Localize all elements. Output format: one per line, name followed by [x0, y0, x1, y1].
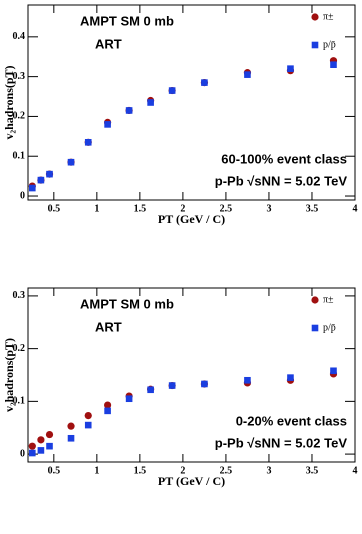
x-tick-label: 3.5 [306, 203, 319, 214]
x-tick-label: 2.5 [220, 465, 233, 476]
x-tick-label: 0.5 [48, 203, 61, 214]
y-tick-label: 0.1 [13, 151, 26, 162]
marker [37, 176, 45, 184]
marker [287, 374, 294, 381]
y-tick-label: 0.3 [13, 71, 26, 82]
x-tick-label: 2 [180, 203, 185, 214]
marker [103, 401, 112, 409]
marker [84, 421, 92, 429]
marker [84, 412, 92, 420]
x-tick-label: 4 [353, 465, 358, 476]
legend-label: π± [323, 294, 334, 305]
marker [29, 449, 36, 457]
y-tick-label: 0.1 [13, 396, 26, 407]
marker [168, 87, 176, 94]
x-tick-label: 0.5 [48, 465, 61, 476]
y-tick-label: 0.2 [13, 111, 26, 122]
x-tick-label: 4 [353, 203, 358, 214]
model-label: ART [95, 36, 122, 51]
annotation: 60-100% event class [221, 151, 347, 166]
marker [244, 71, 251, 78]
x-tick-label: 1.5 [134, 465, 147, 476]
marker [67, 422, 75, 430]
y-axis-label: v₂hadrons(pT) [2, 338, 16, 412]
x-tick-label: 1 [94, 203, 99, 214]
legend-marker [311, 41, 319, 49]
marker [46, 170, 53, 178]
marker [46, 442, 53, 450]
x-tick-label: 2 [180, 465, 185, 476]
legend-label: p/p̄ [323, 39, 336, 50]
model-label: ART [95, 319, 122, 334]
x-tick-label: 3.5 [306, 465, 319, 476]
legend-marker [311, 13, 319, 21]
marker [287, 65, 294, 72]
x-tick-label: 2.5 [220, 203, 233, 214]
marker [168, 382, 176, 389]
marker [244, 376, 251, 384]
marker [147, 99, 154, 106]
y-tick-label: 0.2 [13, 343, 26, 354]
annotation: 0-20% event class [236, 413, 347, 428]
plot-frame [27, 287, 356, 463]
legend-marker [311, 324, 319, 332]
marker [67, 434, 75, 442]
marker [45, 430, 54, 439]
marker [125, 107, 133, 114]
y-tick-label: 0.4 [13, 31, 26, 42]
model-label: AMPT SM 0 mb [80, 13, 174, 28]
marker [201, 380, 208, 388]
marker [37, 436, 45, 444]
plot-frame [27, 4, 356, 201]
annotation: p-Pb √sNN = 5.02 TeV [215, 173, 348, 188]
x-axis-label: PT (GeV / C) [158, 474, 225, 488]
x-axis-label: PT (GeV / C) [158, 212, 225, 226]
marker [125, 395, 133, 403]
y-tick-label: 0 [20, 190, 25, 201]
marker [147, 386, 154, 394]
x-tick-label: 1 [94, 465, 99, 476]
y-tick-label: 0 [20, 448, 25, 459]
marker [330, 61, 337, 68]
legend-marker [311, 296, 319, 304]
marker [29, 184, 36, 192]
model-label: AMPT SM 0 mb [80, 296, 174, 311]
y-axis-label: v₂hadrons(pT) [2, 65, 16, 139]
x-tick-label: 3 [266, 203, 271, 214]
marker [104, 121, 111, 128]
marker [28, 442, 36, 450]
marker [67, 158, 75, 166]
marker [330, 367, 337, 375]
marker [37, 447, 45, 454]
annotation: p-Pb √sNN = 5.02 TeV [215, 435, 348, 450]
y-tick-label: 0.3 [13, 290, 26, 301]
legend-label: p/p̄ [323, 322, 336, 333]
marker [201, 79, 208, 86]
marker [104, 407, 111, 415]
x-tick-label: 3 [266, 465, 271, 476]
marker [84, 138, 92, 146]
legend-label: π± [323, 11, 334, 22]
x-tick-label: 1.5 [134, 203, 147, 214]
